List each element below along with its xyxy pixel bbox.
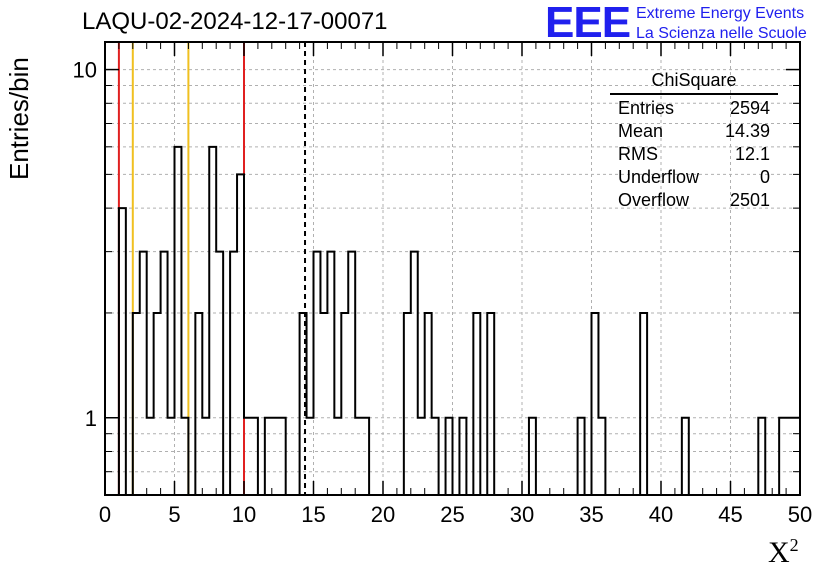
x-axis-label-text: X [768, 536, 790, 569]
stats-label: RMS [618, 144, 658, 164]
stats-value: 0 [759, 167, 770, 187]
stats-label: Entries [618, 98, 675, 118]
logo-line-1: Extreme Energy Events [636, 5, 805, 22]
stats-value: 14.39 [724, 121, 770, 141]
y-tick-label: 10 [73, 58, 97, 83]
axis-ticks [104, 42, 801, 496]
x-tick-label: 45 [718, 502, 742, 527]
x-tick-label: 35 [579, 502, 603, 527]
x-tick-label: 50 [788, 502, 812, 527]
x-tick-label: 20 [371, 502, 395, 527]
stats-row-overflow: Overflow 2501 [610, 189, 778, 212]
x-axis-label-superscript: 2 [789, 535, 799, 555]
stats-row-underflow: Underflow 0 [610, 166, 778, 189]
chart-title: LAQU-02-2024-12-17-00071 [82, 8, 388, 35]
stats-label: Overflow [618, 190, 690, 210]
y-tick-label: 1 [85, 406, 97, 431]
stats-label: Mean [618, 121, 664, 141]
stats-value: 2594 [729, 98, 770, 118]
stats-title: ChiSquare [610, 70, 778, 95]
stats-row-rms: RMS 12.1 [610, 143, 778, 166]
x-tick-label: 0 [99, 502, 111, 527]
stats-label: Underflow [618, 167, 700, 187]
stats-row-mean: Mean 14.39 [610, 120, 778, 143]
axis-tick-labels: 0 5 10 15 20 25 30 35 40 45 50 1 10 [73, 58, 813, 527]
stats-row-entries: Entries 2594 [610, 97, 778, 120]
x-tick-label: 40 [649, 502, 673, 527]
logo-mark: EEE [545, 0, 631, 47]
x-tick-label: 10 [232, 502, 256, 527]
x-tick-label: 5 [168, 502, 180, 527]
stats-value: 12.1 [734, 144, 770, 164]
x-axis-label: X2 [768, 535, 799, 570]
x-tick-label: 30 [510, 502, 534, 527]
x-tick-label: 25 [440, 502, 464, 527]
y-axis-label: Entries/bin [4, 57, 34, 180]
stats-box: ChiSquare Entries 2594 Mean 14.39 RMS 12… [610, 70, 778, 212]
stats-value: 2501 [729, 190, 770, 210]
x-tick-label: 15 [301, 502, 325, 527]
logo-line-2: La Scienza nelle Scuole [636, 25, 807, 42]
